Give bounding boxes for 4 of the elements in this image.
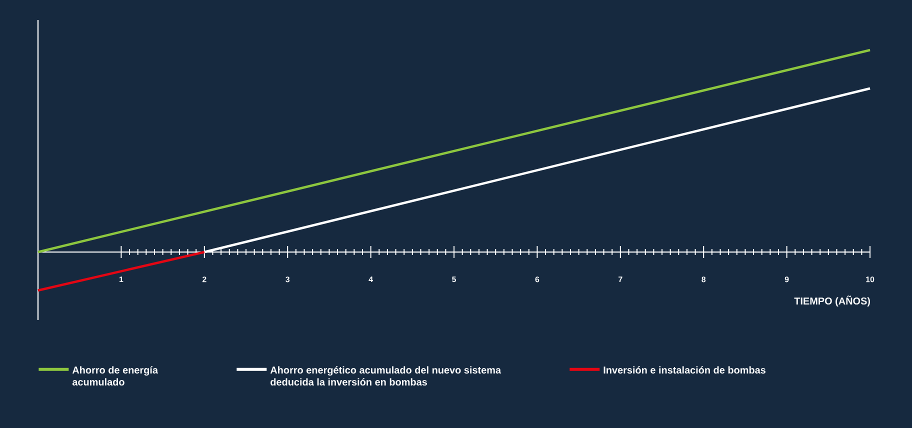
x-axis-title: TIEMPO (AÑOS) <box>794 296 870 306</box>
legend-label: Ahorro de energía acumulado <box>72 366 158 386</box>
legend-label: Ahorro energético acumulado del nuevo sistema deducida la inversión en bombas <box>270 366 502 386</box>
legend-label: Inversión e instalación de bombas <box>604 366 766 374</box>
